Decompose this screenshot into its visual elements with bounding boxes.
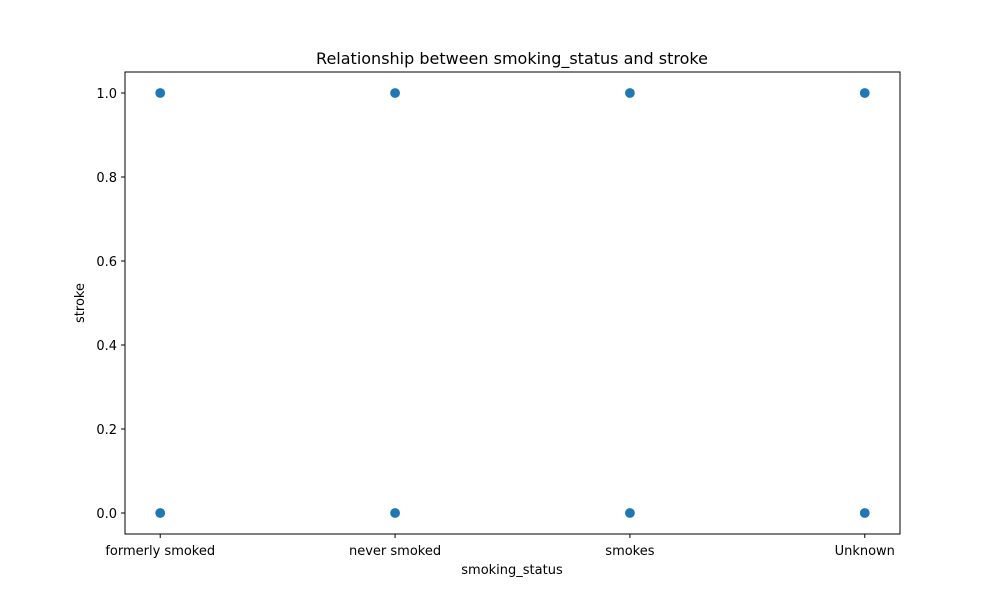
- x-axis: formerly smoked never smoked smokes Unknown: [105, 534, 895, 559]
- x-tick-label: formerly smoked: [105, 544, 215, 559]
- data-point: [390, 88, 400, 98]
- x-tick-label: smokes: [605, 544, 654, 559]
- y-tick-label: 1.0: [96, 87, 117, 102]
- x-axis-label: smoking_status: [461, 563, 563, 578]
- y-axis: 0.0 0.2 0.4 0.6 0.8 1.0: [96, 87, 125, 522]
- data-point: [859, 88, 870, 98]
- y-tick-label: 0.4: [96, 339, 117, 354]
- plot-area-frame: [124, 71, 901, 535]
- data-point: [155, 88, 166, 98]
- data-point: [625, 88, 635, 98]
- data-point: [390, 508, 400, 518]
- y-tick-label: 0.0: [96, 507, 117, 522]
- y-tick-label: 0.2: [96, 423, 117, 438]
- x-tick-label: Unknown: [835, 544, 895, 559]
- y-tick-label: 0.8: [96, 171, 117, 186]
- y-tick-label: 0.6: [96, 255, 117, 270]
- x-tick-label: never smoked: [349, 544, 441, 559]
- data-point: [625, 508, 635, 518]
- data-point: [155, 508, 166, 518]
- data-point: [859, 508, 870, 518]
- chart-title: Relationship between smoking_status and …: [316, 49, 708, 69]
- y-axis-label: stroke: [73, 283, 88, 323]
- data-points: [155, 88, 870, 518]
